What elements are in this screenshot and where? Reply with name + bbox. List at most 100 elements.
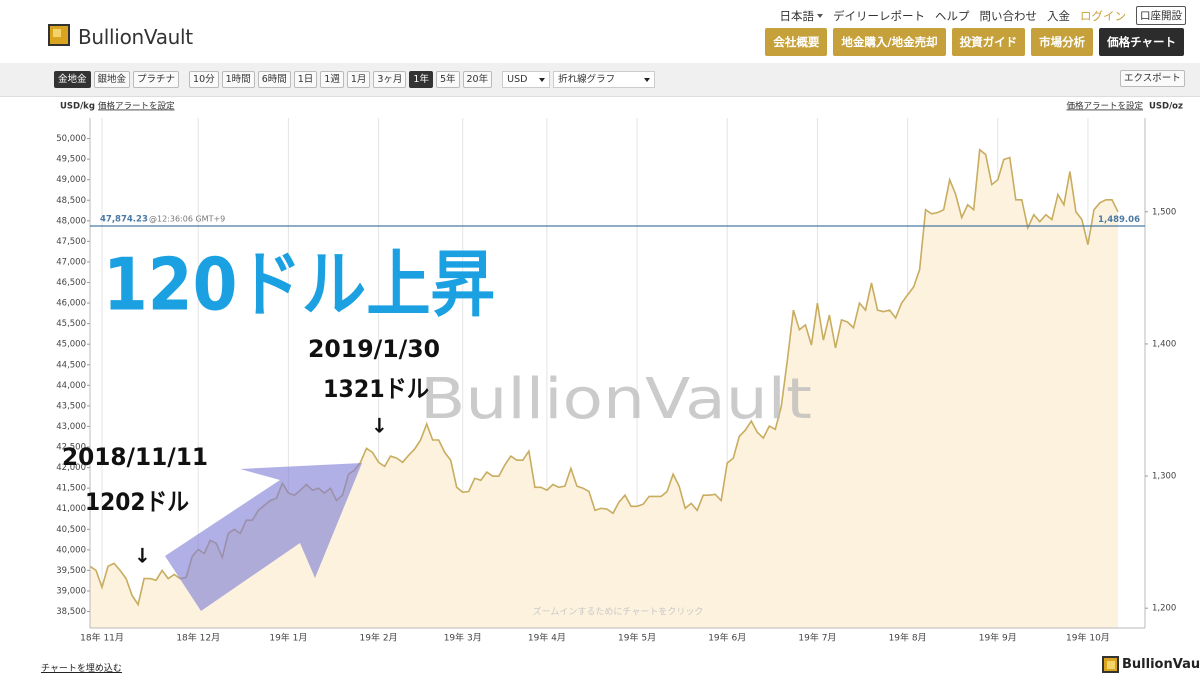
x-tick-label: 19年 4月: [528, 632, 566, 644]
y-tick-label: 43,000: [56, 422, 86, 432]
x-tick-label: 19年 5月: [618, 632, 656, 644]
range-button[interactable]: 1年: [409, 71, 433, 88]
y-tick-label: 45,000: [56, 340, 86, 350]
export-button[interactable]: エクスポート: [1120, 70, 1185, 87]
x-tick-label: 19年 3月: [444, 632, 482, 644]
y-tick-label: 46,500: [56, 278, 86, 288]
dropdown-caret: [644, 77, 651, 82]
annotation: 2019/1/30: [308, 335, 440, 363]
y-tick-label: 48,500: [56, 196, 86, 206]
embed-link[interactable]: チャートを埋め込む: [41, 664, 122, 674]
x-tick-label: 19年 7月: [798, 632, 836, 644]
y-tick-label: 47,000: [56, 257, 86, 267]
top-link[interactable]: ログイン: [1080, 8, 1126, 23]
main-nav: 会社概要 地金購入/地金売却 投資ガイド 市場分析 価格チャート: [765, 28, 1184, 56]
footer-logo[interactable]: BullionVault: [1122, 657, 1200, 672]
top-link[interactable]: 入金: [1047, 8, 1070, 23]
zoom-hint: ズームインするためにチャートをクリック: [533, 606, 704, 618]
range-button[interactable]: 1週: [320, 71, 344, 88]
y-tick-label: 40,500: [56, 525, 86, 535]
y-tick-label: 40,000: [56, 545, 86, 555]
top-link[interactable]: 問い合わせ: [979, 8, 1038, 23]
nav-button[interactable]: 地金購入/地金売却: [833, 28, 946, 56]
nav-button[interactable]: 市場分析: [1031, 28, 1094, 56]
range-button[interactable]: 1時間: [221, 71, 255, 88]
range-button[interactable]: 1月: [346, 71, 371, 88]
annotation: 1321ドル: [323, 375, 429, 403]
annotation: 1202ドル: [85, 488, 189, 516]
y-tick-label: 42,500: [56, 443, 86, 453]
range-button[interactable]: 6時間: [257, 71, 291, 88]
metal-button[interactable]: 銀地金: [93, 71, 131, 88]
currency: USD: [507, 74, 528, 85]
range-button[interactable]: 10分: [189, 71, 219, 88]
highlight-arrow: [165, 463, 362, 611]
x-tick-label: 19年 9月: [979, 632, 1017, 644]
x-tick-label: 19年 10月: [1066, 632, 1110, 644]
annotation: ↓: [371, 414, 388, 438]
metal-button[interactable]: プラチナ: [133, 71, 180, 88]
y2-tick-label: 1,300: [1152, 472, 1176, 482]
footer-logo-icon: [1102, 656, 1120, 674]
top-link[interactable]: ヘルプ: [935, 8, 970, 23]
y-tick-label: 42,000: [56, 463, 86, 473]
logo-icon: [48, 24, 74, 50]
y-tick-label: 39,000: [56, 586, 86, 596]
x-tick-label: 19年 6月: [708, 632, 746, 644]
y-tick-label: 50,000: [56, 134, 86, 144]
y-axis-title: USD/kg: [60, 102, 95, 112]
top-link[interactable]: 日本語: [780, 8, 823, 24]
x-tick-label: 19年 8月: [889, 632, 927, 644]
current-price-label: 47,874.23: [100, 214, 148, 224]
dropdown-caret: [817, 14, 823, 18]
y-tick-label: 44,000: [56, 381, 86, 391]
range-button[interactable]: 1日: [293, 71, 318, 88]
x-tick-label: 19年 1月: [269, 632, 307, 644]
y-tick-label: 44,500: [56, 360, 86, 370]
current-price-oz: 1,489.06: [1098, 215, 1140, 225]
y2-tick-label: 1,200: [1152, 604, 1176, 614]
y2-axis-title: USD/oz: [1149, 102, 1183, 112]
chart-type: 折れ線グラフ: [558, 74, 616, 85]
chart-type-select[interactable]: 折れ線グラフ: [553, 71, 656, 88]
currency-select[interactable]: USD: [502, 71, 551, 88]
top-link[interactable]: 口座開設: [1136, 6, 1186, 25]
top-links: 日本語 デイリーレポート ヘルプ 問い合わせ 入金 ログイン 口座開設: [780, 6, 1186, 25]
alert-link[interactable]: 価格アラートを設定: [1066, 101, 1143, 112]
y2-tick-label: 1,500: [1152, 207, 1176, 217]
area: [90, 149, 1118, 628]
top-link[interactable]: デイリーレポート: [833, 8, 925, 23]
alert-link[interactable]: 価格アラートを設定: [98, 101, 175, 112]
watermark: BullionVault: [420, 367, 812, 432]
nav-button[interactable]: 価格チャート: [1099, 28, 1184, 56]
logo[interactable]: BullionVault: [78, 25, 193, 49]
x-tick-label: 18年 11月: [80, 632, 124, 644]
annotation: 2018/11/11: [62, 443, 208, 471]
metal-button[interactable]: 金地金: [54, 71, 91, 88]
y-tick-label: 38,500: [56, 607, 86, 617]
y-tick-label: 39,500: [56, 566, 86, 576]
y-tick-label: 49,500: [56, 155, 86, 165]
nav-button[interactable]: 投資ガイド: [951, 28, 1026, 56]
toolbar: 金地金 銀地金 プラチナ 10分 1時間 6時間 1日 1週 1月 3ヶ月 1年 5年 20年 USD 折れ…: [54, 71, 656, 88]
x-tick-label: 18年 12月: [176, 632, 220, 644]
x-tick-label: 19年 2月: [360, 632, 398, 644]
y-tick-label: 41,500: [56, 484, 86, 494]
range-button[interactable]: 3ヶ月: [373, 71, 407, 88]
dropdown-caret: [539, 77, 546, 82]
annotation: 120ドル上昇: [103, 243, 495, 327]
y-tick-label: 49,000: [56, 175, 86, 185]
y-tick-label: 48,000: [56, 216, 86, 226]
y-tick-label: 46,000: [56, 299, 86, 309]
y2-tick-label: 1,400: [1152, 339, 1176, 349]
y-tick-label: 41,000: [56, 504, 86, 514]
annotation: ↓: [134, 544, 151, 568]
current-price-time: @12:36:06 GMT+9: [149, 214, 225, 223]
range-button[interactable]: 20年: [462, 71, 493, 88]
range-button[interactable]: 5年: [435, 71, 460, 88]
nav-button[interactable]: 会社概要: [765, 28, 828, 56]
y-tick-label: 45,500: [56, 319, 86, 329]
y-tick-label: 47,500: [56, 237, 86, 247]
